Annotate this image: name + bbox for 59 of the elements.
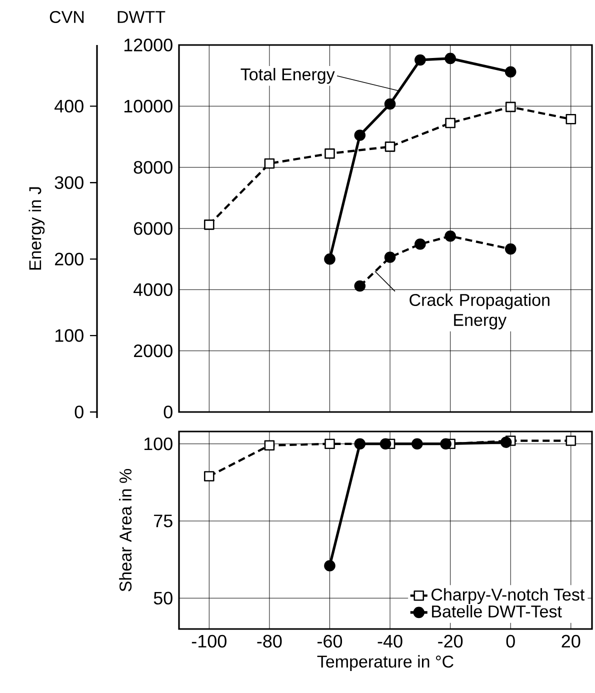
y2-tick-label: 0 [74, 406, 84, 418]
x-tick-label: -20 [438, 634, 463, 648]
y-tick-label: 10000 [124, 100, 172, 113]
point [264, 440, 275, 451]
point [384, 98, 396, 110]
x-tick-label: -40 [378, 634, 402, 648]
y-tick-label: 6000 [134, 222, 172, 235]
point [500, 436, 512, 448]
x-tick-label: -100 [192, 634, 226, 648]
point [414, 54, 426, 66]
x-axis-title: Temperature in °C [317, 655, 454, 671]
point [412, 438, 423, 450]
point [414, 238, 426, 250]
point [324, 560, 336, 572]
y2-axis-title: Energy in J [28, 187, 45, 270]
y-tick-label: 50 [154, 592, 172, 605]
point [440, 438, 452, 450]
text: CVN [50, 10, 84, 24]
point [354, 280, 366, 292]
x-tick-label: 20 [562, 634, 580, 648]
annotation: Crack Propagation Energy [410, 294, 550, 330]
legend-label: Batelle DWT-Test [432, 605, 562, 618]
point [384, 142, 396, 152]
annotation: Total Energy [240, 68, 335, 84]
y-axis-title: Shear Area in % [119, 468, 132, 592]
point [324, 438, 335, 449]
y-tick-label: 8000 [134, 160, 172, 174]
point [354, 438, 366, 450]
point [566, 114, 576, 124]
x-tick-label: 0 [506, 634, 515, 648]
x-tick-label: -60 [318, 634, 342, 648]
point [354, 130, 366, 141]
point [204, 471, 214, 482]
y-tick-label: 12000 [124, 38, 172, 52]
y-tick-label: 0 [164, 406, 172, 418]
x-tick-label: -80 [257, 634, 282, 648]
point [445, 118, 456, 128]
y2-tick-label: 400 [54, 100, 84, 113]
point [566, 436, 576, 446]
y-tick-label: 2000 [134, 344, 172, 358]
point [384, 252, 396, 263]
text: DWTT [118, 11, 166, 23]
point [444, 230, 456, 242]
point [504, 243, 516, 255]
y-tick-label: 100 [144, 437, 172, 450]
legend-label: Charpy-V-notch Test [432, 588, 585, 604]
y-tick-label: 4000 [134, 283, 172, 296]
point [324, 148, 335, 159]
point [444, 52, 456, 64]
y2-tick-label: 300 [54, 176, 84, 189]
y-tick-label: 75 [154, 514, 172, 528]
point [504, 66, 516, 78]
point [324, 253, 336, 265]
point [505, 102, 516, 112]
y2-tick-label: 100 [55, 329, 84, 342]
point [264, 158, 275, 169]
y2-tick-label: 200 [55, 252, 84, 266]
point [204, 220, 214, 230]
point [380, 438, 392, 450]
